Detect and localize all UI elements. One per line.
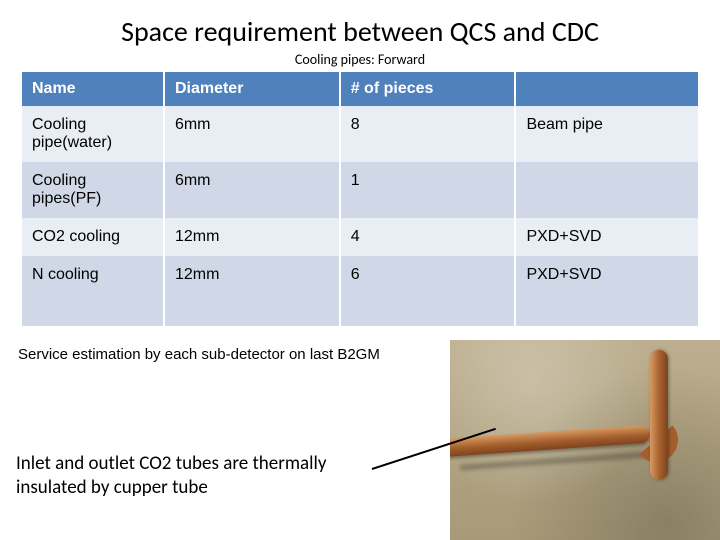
table-row: N cooling12mm6PXD+SVD (22, 256, 698, 326)
cell-diameter: 12mm (164, 218, 340, 256)
table-row: CO2 cooling12mm4PXD+SVD (22, 218, 698, 256)
col-header-note (515, 72, 698, 106)
cell-name: CO2 cooling (22, 218, 164, 256)
pipes-table-container: Name Diameter # of pieces Cooling pipe(w… (0, 72, 720, 326)
cell-name: Cooling pipes(PF) (22, 162, 164, 218)
cell-note: PXD+SVD (515, 218, 698, 256)
body-text: Inlet and outlet CO2 tubes are thermally… (16, 452, 356, 500)
pipes-table: Name Diameter # of pieces Cooling pipe(w… (22, 72, 698, 326)
cell-pieces: 6 (340, 256, 516, 326)
cell-pieces: 1 (340, 162, 516, 218)
col-header-name: Name (22, 72, 164, 106)
cell-diameter: 6mm (164, 106, 340, 162)
cell-pieces: 4 (340, 218, 516, 256)
cell-name: Cooling pipe(water) (22, 106, 164, 162)
cell-note: PXD+SVD (515, 256, 698, 326)
tube-shadow (460, 451, 650, 470)
cell-name: N cooling (22, 256, 164, 326)
cell-note: Beam pipe (515, 106, 698, 162)
table-header-row: Name Diameter # of pieces (22, 72, 698, 106)
cell-diameter: 6mm (164, 162, 340, 218)
copper-tube-vertical (650, 350, 668, 480)
page-subtitle: Cooling pipes: Forward (0, 51, 720, 68)
copper-tube-photo (450, 340, 720, 540)
col-header-pieces: # of pieces (340, 72, 516, 106)
page-title: Space requirement between QCS and CDC (0, 0, 720, 51)
cell-pieces: 8 (340, 106, 516, 162)
service-estimation-note: Service estimation by each sub-detector … (14, 344, 384, 365)
table-row: Cooling pipes(PF)6mm1 (22, 162, 698, 218)
cell-note (515, 162, 698, 218)
col-header-diameter: Diameter (164, 72, 340, 106)
cell-diameter: 12mm (164, 256, 340, 326)
table-row: Cooling pipe(water)6mm8Beam pipe (22, 106, 698, 162)
